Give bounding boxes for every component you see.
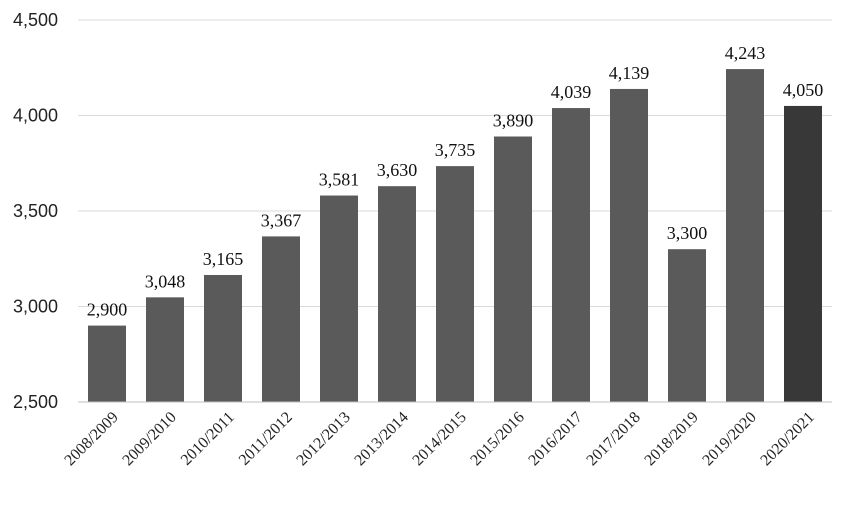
y-tick-label: 3,000	[13, 297, 58, 317]
bar-2016-2017	[552, 108, 590, 403]
bar-2019-2020	[726, 69, 764, 402]
y-tick-label: 2,500	[13, 392, 58, 412]
bar-2013-2014	[378, 186, 416, 402]
data-label: 3,165	[203, 249, 244, 269]
y-tick-label: 4,500	[13, 10, 58, 30]
x-tick-label: 2011/2012	[236, 409, 296, 469]
bar-2012-2013	[320, 195, 358, 402]
x-tick-label: 2018/2019	[641, 409, 701, 469]
bar-2008-2009	[88, 325, 126, 402]
data-label: 4,243	[725, 43, 766, 63]
x-tick-label: 2019/2020	[699, 409, 759, 469]
x-tick-label: 2010/2011	[178, 409, 238, 469]
x-tick-label: 2016/2017	[525, 409, 585, 469]
data-label: 4,039	[551, 82, 592, 102]
bar-2018-2019	[668, 249, 706, 402]
bar-2017-2018	[610, 88, 648, 403]
data-label: 3,048	[145, 271, 186, 291]
y-tick-label: 4,000	[13, 106, 58, 126]
data-label: 3,890	[493, 111, 534, 131]
x-axis: 2008/20092009/20102010/20112011/20122012…	[61, 401, 832, 469]
x-tick-label: 2014/2015	[409, 409, 469, 469]
x-tick-label: 2015/2016	[467, 409, 527, 469]
data-label: 3,581	[319, 170, 360, 190]
bar-2010-2011	[204, 274, 242, 402]
bar-2014-2015	[436, 166, 474, 402]
bar-2009-2010	[146, 297, 184, 402]
x-tick-label: 2017/2018	[583, 409, 643, 469]
bar-2020-2021	[784, 105, 822, 402]
data-label: 2,900	[87, 300, 128, 320]
bars	[88, 69, 822, 403]
x-tick-label: 2012/2013	[293, 409, 353, 469]
data-label: 3,630	[377, 160, 418, 180]
data-label: 4,139	[609, 63, 650, 83]
y-tick-label: 3,500	[13, 201, 58, 221]
data-label: 3,367	[261, 210, 302, 230]
data-label: 3,735	[435, 140, 476, 160]
y-axis: 2,500 3,000 3,500 4,000 4,500	[13, 10, 58, 412]
x-tick-label: 2009/2010	[119, 409, 179, 469]
bar-2015-2016	[494, 136, 532, 402]
data-label: 4,050	[783, 80, 824, 100]
x-tick-label: 2020/2021	[757, 409, 817, 469]
data-labels: 2,900 3,048 3,165 3,367 3,581 3,630 3,735 3,890…	[87, 43, 824, 320]
x-tick-label: 2008/2009	[61, 409, 121, 469]
x-tick-label: 2013/2014	[351, 409, 411, 469]
data-label: 3,300	[667, 223, 708, 243]
bar-2011-2012	[262, 236, 300, 402]
